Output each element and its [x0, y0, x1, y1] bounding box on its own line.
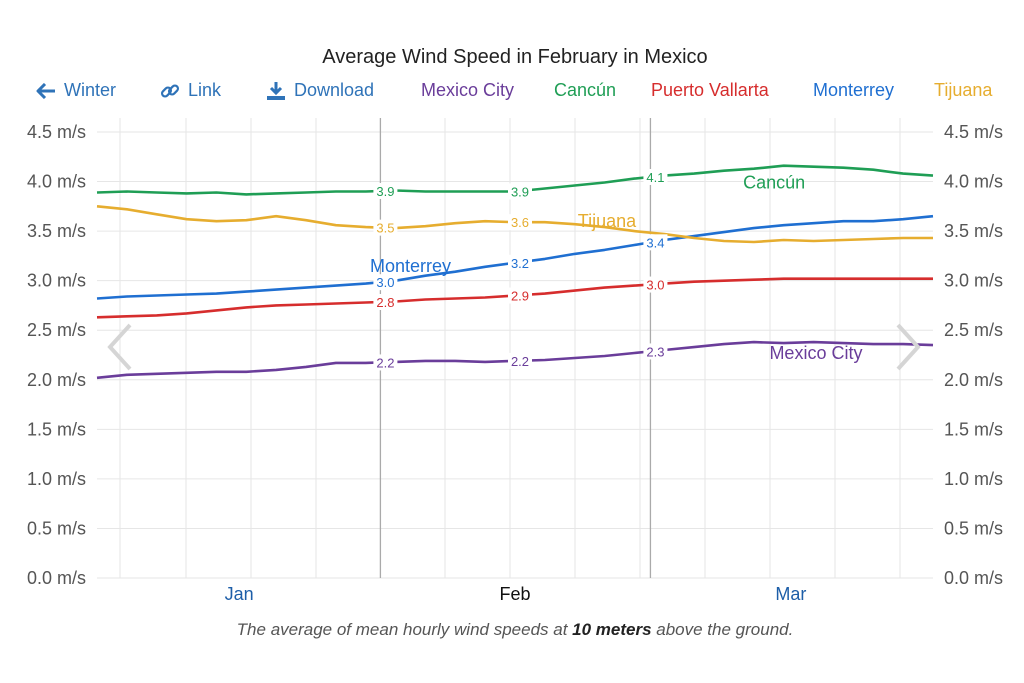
data-label-bg — [508, 287, 532, 304]
download-button[interactable]: Download — [266, 80, 374, 101]
x-axis: Jan Feb Mar — [225, 584, 807, 604]
data-label: 2.3 — [646, 344, 664, 359]
legend-item-canc-n[interactable]: Cancún — [554, 80, 617, 100]
caption-suffix: above the ground. — [651, 620, 794, 639]
series-label-tijuana: Tijuana — [578, 211, 637, 231]
y-tick-label-right: 0.5 m/s — [944, 518, 1003, 538]
data-label: 3.0 — [376, 275, 394, 290]
y-tick-label-right: 0.0 m/s — [944, 568, 1003, 588]
x-tick-label-mar: Mar — [775, 584, 806, 604]
data-label-bg — [643, 276, 668, 293]
data-label: 3.6 — [511, 215, 529, 230]
data-label-bg — [643, 234, 668, 251]
caption-prefix: The average of mean hourly wind speeds a… — [236, 620, 573, 639]
series-label-monterrey: Monterrey — [370, 256, 451, 276]
data-label: 2.2 — [511, 354, 529, 369]
y-tick-label-left: 0.0 m/s — [27, 568, 86, 588]
data-label-bg — [508, 352, 532, 369]
data-label: 3.4 — [646, 235, 664, 250]
y-tick-label-right: 3.5 m/s — [944, 221, 1003, 241]
series-label-canc-n: Cancún — [743, 173, 805, 193]
data-label: 2.8 — [376, 295, 394, 310]
data-label: 2.9 — [511, 289, 529, 304]
data-label: 3.5 — [376, 221, 394, 236]
legend-item-mexico-city[interactable]: Mexico City — [421, 80, 515, 100]
y-tick-label-left: 4.5 m/s — [27, 122, 86, 142]
caption-emphasis: 10 meters — [572, 620, 652, 639]
data-label: 3.2 — [511, 256, 529, 271]
chart-caption: The average of mean hourly wind speeds a… — [0, 620, 1024, 640]
y-axis-right: 0.0 m/s 0.5 m/s 1.0 m/s 1.5 m/s 2.0 m/s 2.5 m… — [944, 122, 1003, 588]
y-tick-label-right: 4.0 m/s — [944, 172, 1003, 192]
y-tick-label-left: 1.5 m/s — [27, 419, 86, 439]
data-label-bg — [373, 182, 398, 199]
chevron-left-icon — [107, 323, 132, 371]
data-label: 4.1 — [646, 170, 664, 185]
data-label-bg — [373, 293, 398, 310]
y-axis-left: 0.0 m/s 0.5 m/s 1.0 m/s 1.5 m/s 2.0 m/s 2.5 m… — [27, 122, 86, 588]
legend-item-puerto-vallarta[interactable]: Puerto Vallarta — [651, 80, 769, 100]
y-tick-label-left: 3.0 m/s — [27, 271, 86, 291]
data-label-bg — [508, 214, 532, 231]
y-tick-label-right: 4.5 m/s — [944, 122, 1003, 142]
y-tick-label-right: 1.0 m/s — [944, 469, 1003, 489]
download-label: Download — [294, 80, 375, 100]
data-label-bg — [508, 183, 532, 200]
y-tick-label-left: 1.0 m/s — [27, 469, 86, 489]
y-tick-label-left: 0.5 m/s — [27, 518, 86, 538]
winter-label: Winter — [64, 80, 117, 100]
y-tick-label-right: 2.0 m/s — [944, 370, 1003, 390]
y-tick-label-right: 2.5 m/s — [944, 320, 1003, 340]
series-labels: Mexico City Cancún Monterrey Tijuana — [370, 173, 862, 363]
data-label-bg — [373, 274, 398, 291]
download-icon — [266, 81, 286, 101]
data-labels: 3.9 3.9 4.1 3.5 3.6 3.0 3.2 3.4 2.8 2.9 3.0 2.2 2.2 2… — [373, 168, 668, 371]
legend-item-tijuana[interactable]: Tijuana — [934, 80, 993, 100]
link-button[interactable]: Link — [160, 80, 221, 101]
data-label-bg — [508, 254, 532, 271]
data-label-bg — [373, 219, 398, 236]
y-tick-label-left: 3.5 m/s — [27, 221, 86, 241]
arrow-left-icon — [36, 82, 56, 99]
y-tick-label-right: 3.0 m/s — [944, 271, 1003, 291]
data-label-bg — [373, 354, 398, 371]
data-label: 3.9 — [376, 184, 394, 199]
link-label: Link — [188, 80, 222, 100]
data-label: 2.2 — [376, 355, 394, 370]
y-tick-label-right: 1.5 m/s — [944, 419, 1003, 439]
x-tick-label-feb: Feb — [499, 584, 530, 604]
chevron-right-icon — [896, 323, 921, 371]
data-label: 3.9 — [511, 184, 529, 199]
y-tick-label-left: 2.0 m/s — [27, 370, 86, 390]
next-button[interactable] — [892, 322, 924, 377]
x-tick-label-jan: Jan — [225, 584, 254, 604]
link-icon — [160, 81, 180, 101]
series-label-mexico-city: Mexico City — [769, 343, 862, 363]
data-label-bg — [643, 343, 668, 360]
winter-button[interactable]: Winter — [36, 80, 116, 101]
grid — [97, 118, 933, 579]
y-tick-label-left: 4.0 m/s — [27, 172, 86, 192]
chart-title: Average Wind Speed in February in Mexico — [322, 46, 708, 68]
y-tick-label-left: 2.5 m/s — [27, 320, 86, 340]
data-label-bg — [643, 168, 668, 185]
previous-button[interactable] — [104, 322, 136, 377]
data-label: 3.0 — [646, 278, 664, 293]
legend-item-monterrey[interactable]: Monterrey — [813, 80, 895, 100]
chart-toolbar: Winter Link Download Mexico City Cancún Pu… — [0, 80, 1024, 106]
